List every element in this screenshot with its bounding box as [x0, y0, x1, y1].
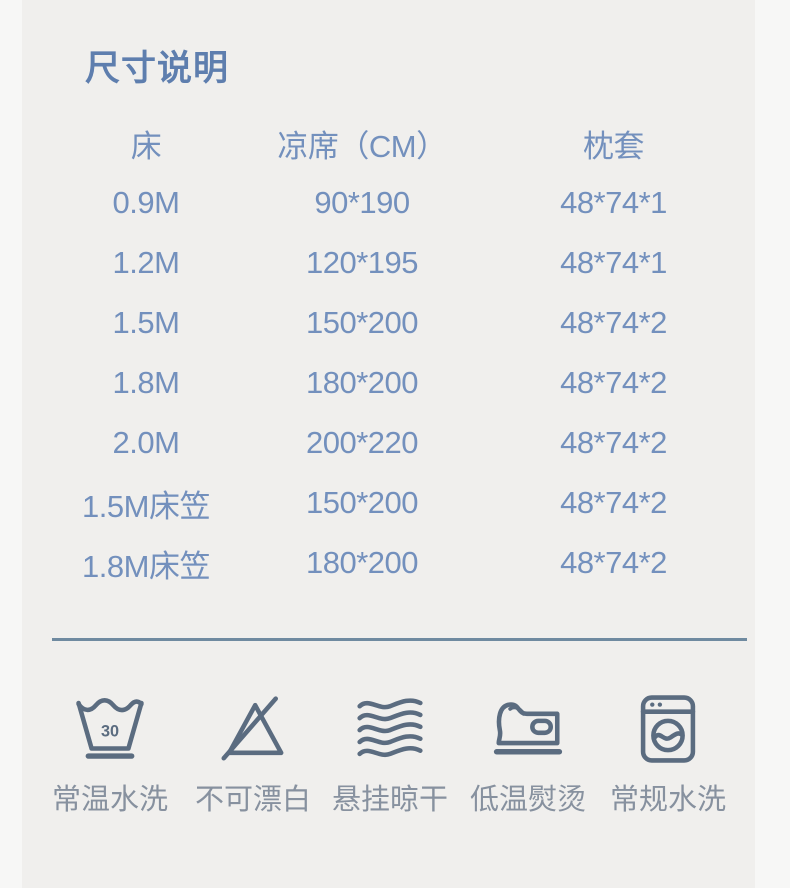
table-cell: 1.8M床笠 — [82, 548, 210, 584]
care-item-hang-dry: 悬挂晾干 — [315, 690, 465, 818]
iron-low-temp-icon — [493, 702, 563, 755]
table-cell: 48*74*2 — [560, 305, 667, 340]
section-divider — [52, 638, 747, 641]
table-header-bed: 床 — [130, 128, 162, 164]
wash-temp-badge: 30 — [101, 723, 119, 741]
care-item-normal-wash: 30 常温水洗 — [35, 690, 185, 818]
table-header-pillowcase: 枕套 — [583, 128, 645, 164]
table-cell: 48*74*2 — [560, 425, 667, 460]
table-cell: 1.2M — [112, 245, 180, 280]
no-bleach-icon — [221, 696, 284, 761]
table-cell: 1.8M — [112, 365, 180, 400]
table-cell: 180*200 — [305, 365, 419, 400]
table-cell: 48*74*2 — [560, 485, 667, 520]
table-cell: 48*74*1 — [560, 245, 667, 280]
table-cell: 0.9M — [112, 185, 180, 220]
table-cell: 2.0M — [112, 425, 180, 460]
table-cell: 150*200 — [305, 305, 419, 340]
page-title: 尺寸说明 — [85, 49, 230, 88]
care-label: 常温水洗 — [51, 784, 168, 816]
wash-basin-30-icon: 30 — [76, 698, 144, 759]
machine-wash-icon — [640, 695, 696, 763]
care-label: 常规水洗 — [609, 784, 726, 816]
care-label: 悬挂晾干 — [331, 784, 448, 816]
hang-dry-icon — [357, 698, 423, 758]
care-label: 低温熨烫 — [469, 784, 586, 816]
care-label: 不可漂白 — [194, 784, 311, 816]
table-cell: 48*74*1 — [560, 185, 667, 220]
content-panel — [22, 0, 755, 888]
table-cell: 150*200 — [305, 485, 419, 520]
table-cell: 90*190 — [314, 185, 410, 220]
table-cell: 1.5M床笠 — [82, 488, 210, 524]
care-item-machine-wash: 常规水洗 — [593, 690, 743, 818]
table-header-mat-cm: 凉席（CM） — [277, 128, 447, 164]
care-item-iron-low: 低温熨烫 — [453, 690, 603, 818]
table-cell: 120*195 — [305, 245, 419, 280]
care-item-no-bleach: 不可漂白 — [178, 690, 328, 818]
table-cell: 48*74*2 — [560, 365, 667, 400]
table-cell: 200*220 — [305, 425, 419, 460]
table-cell: 180*200 — [305, 545, 419, 580]
table-cell: 1.5M — [112, 305, 180, 340]
size-table: 床 凉席（CM） 枕套 0.9M 90*190 48*74*1 1.2M 120… — [40, 113, 755, 593]
table-cell: 48*74*2 — [560, 545, 667, 580]
